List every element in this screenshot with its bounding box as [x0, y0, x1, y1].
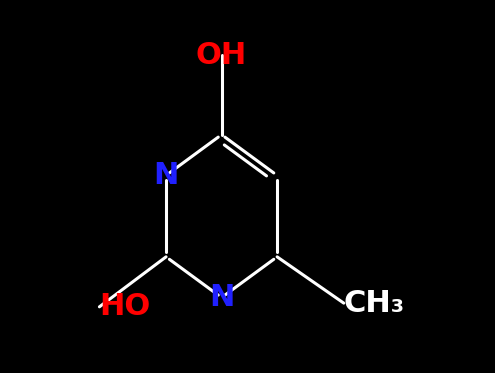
Text: OH: OH	[196, 41, 247, 70]
Text: N: N	[153, 161, 179, 190]
Text: CH₃: CH₃	[344, 289, 405, 318]
Text: HO: HO	[99, 292, 150, 321]
Text: N: N	[209, 283, 234, 312]
